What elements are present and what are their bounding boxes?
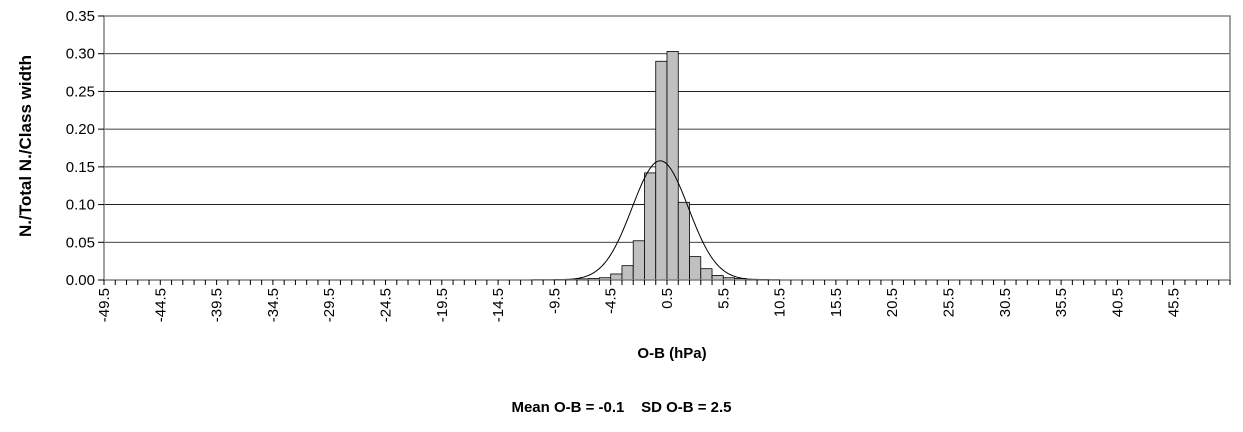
x-tick-label: -29.5 [321,288,338,322]
x-tick-label: 40.5 [1109,288,1126,317]
x-tick-label: -14.5 [490,288,507,322]
y-tick-label: 0.05 [66,234,95,251]
x-tick-label: 15.5 [828,288,845,317]
histogram-bars [531,51,781,281]
x-axis-ticks: -49.5 -44.5 -39.5 -34.5 -29.5 -24.5 -19.5 -14.5… [96,280,1231,322]
y-tick-label: 0.15 [66,159,95,176]
y-tick-label: 0.30 [66,46,95,63]
x-tick-label: 35.5 [1053,288,1070,317]
x-tick-label: -39.5 [209,288,226,322]
y-tick-label: 0.20 [66,121,95,138]
y-tick-label: 0.10 [66,197,95,214]
x-tick-label: 10.5 [772,288,789,317]
histogram-bar [632,240,645,281]
x-tick-label: 45.5 [1166,288,1183,317]
x-tick-label: 30.5 [997,288,1014,317]
x-tick-label: 25.5 [941,288,958,317]
histogram-bar [610,273,623,281]
y-tick-label: 0.25 [66,83,95,100]
x-tick-label: 5.5 [715,288,732,309]
y-axis-title: N./Total N./Class width [16,55,35,237]
x-tick-label: -44.5 [152,288,169,322]
x-tick-label: -19.5 [434,288,451,322]
histogram-bar [677,201,690,281]
x-tick-label: -9.5 [546,288,563,314]
x-axis-title: O-B (hPa) [637,345,706,362]
histogram-bar [689,256,702,281]
histogram-bar [700,268,713,281]
x-tick-label: -34.5 [265,288,282,322]
x-tick-label: 0.5 [659,288,676,309]
histogram-bar [621,265,634,281]
x-tick-label: 20.5 [884,288,901,317]
x-tick-label: -49.5 [96,288,113,322]
summary-statistics: Mean O-B = -0.1 SD O-B = 2.5 [511,399,732,416]
histogram-bar [655,60,668,281]
x-tick-label: -4.5 [603,288,620,314]
y-tick-label: 0.35 [66,8,95,25]
histogram-bar [644,172,657,281]
x-tick-label: -24.5 [378,288,395,322]
y-axis-ticks: 0.00 0.05 0.10 0.15 0.20 0.25 0.30 0.35 [66,8,104,289]
y-tick-label: 0.00 [66,272,95,289]
